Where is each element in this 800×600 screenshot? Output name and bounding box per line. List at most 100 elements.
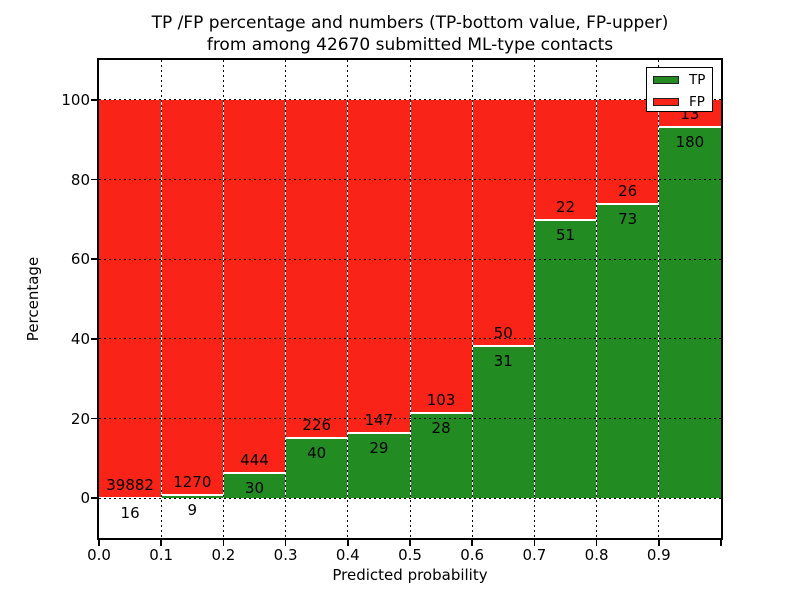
tp-count-label: 40 <box>307 444 327 463</box>
legend-tp-label: TP <box>689 72 706 88</box>
bar-tp-segment <box>161 495 224 499</box>
y-tick-label: 60 <box>70 250 90 269</box>
gridline-horizontal <box>99 497 721 499</box>
gridline-vertical <box>285 60 287 538</box>
x-tick-mark <box>471 540 473 546</box>
y-tick-label: 80 <box>70 170 90 189</box>
gridline-horizontal <box>99 258 721 260</box>
x-tick-mark <box>533 540 536 546</box>
x-tick-mark <box>98 540 100 546</box>
fp-count-label: 22 <box>555 197 576 216</box>
bar-fp-segment <box>99 99 162 498</box>
bar-fp-segment <box>534 99 597 220</box>
bar-fp-segment <box>347 99 410 433</box>
tp-count-label: 9 <box>187 501 198 520</box>
bar-fp-segment <box>285 99 348 439</box>
bar-segment-edge <box>534 218 597 221</box>
tp-count-label: 73 <box>618 210 638 229</box>
legend-entry-tp: TP <box>647 71 712 90</box>
x-tick-label: 0.7 <box>522 546 547 564</box>
bar-tp-segment <box>347 432 410 499</box>
y-tick-mark <box>91 417 97 420</box>
y-tick-mark <box>91 178 97 181</box>
legend-entry-fp: FP <box>647 92 712 111</box>
fp-count-label: 50 <box>493 323 513 342</box>
tp-count-label: 180 <box>675 132 705 151</box>
y-tick-mark <box>91 338 97 340</box>
chart-title-line1: TP /FP percentage and numbers (TP-bottom… <box>151 13 669 33</box>
y-tick-mark <box>91 497 97 499</box>
y-tick-label: 40 <box>70 329 90 348</box>
x-tick-mark <box>720 540 722 546</box>
fp-count-label: 147 <box>364 410 394 429</box>
x-tick-mark <box>160 540 162 546</box>
x-axis-label: Predicted probability <box>332 566 488 584</box>
x-tick-label: 0.6 <box>460 546 485 564</box>
x-tick-mark <box>284 540 287 546</box>
gridline-vertical <box>533 60 535 538</box>
x-tick-mark <box>595 540 598 546</box>
fp-count-label: 226 <box>302 416 331 435</box>
bar-segment-edge <box>410 412 473 415</box>
bar-segment-edge <box>596 203 659 206</box>
bar-segment-edge <box>223 471 286 474</box>
x-tick-label: 0.5 <box>398 546 422 564</box>
y-tick-mark <box>91 99 97 101</box>
y-tick-label: 0 <box>80 489 90 508</box>
bar-tp-segment <box>223 472 286 499</box>
bar-tp-segment <box>472 345 535 499</box>
y-tick-label: 20 <box>70 409 90 428</box>
x-tick-label: 0.0 <box>87 546 111 564</box>
x-tick-label: 0.3 <box>273 546 298 564</box>
gridline-vertical <box>409 60 411 538</box>
x-tick-label: 0.9 <box>646 546 671 564</box>
bar-tp-segment <box>534 219 597 499</box>
bar-segment-edge <box>472 344 535 347</box>
legend-fp-label: FP <box>689 93 705 110</box>
gridline-horizontal <box>99 179 721 180</box>
x-tick-mark <box>658 540 660 546</box>
gridline-vertical <box>471 60 473 538</box>
bar-fp-segment <box>410 99 473 414</box>
gridline-vertical <box>347 60 349 538</box>
gridline-vertical <box>658 60 660 538</box>
fp-count-label: 103 <box>426 391 456 410</box>
gridline-horizontal <box>99 99 721 101</box>
bar-fp-segment <box>472 99 535 346</box>
tp-count-label: 28 <box>431 419 451 438</box>
x-tick-mark <box>409 540 411 546</box>
tp-count-label: 16 <box>120 504 140 522</box>
x-tick-mark <box>222 540 225 546</box>
chart-title: TP /FP percentage and numbers (TP-bottom… <box>99 12 721 56</box>
gridline-vertical <box>222 60 224 538</box>
legend-tp-swatch <box>653 76 679 84</box>
bar-fp-segment <box>223 99 286 473</box>
gridline-horizontal <box>99 418 721 419</box>
fp-count-label: 26 <box>618 182 638 201</box>
bar-segment-edge <box>347 431 410 434</box>
y-axis-label: Percentage <box>24 256 42 342</box>
bar-tp-segment <box>596 204 659 499</box>
x-tick-label: 0.2 <box>211 546 236 564</box>
tp-count-label: 51 <box>555 225 576 244</box>
fp-count-label: 39882 <box>106 476 154 494</box>
y-tick-mark <box>91 258 97 260</box>
legend: TP FP <box>646 67 713 112</box>
tp-count-label: 30 <box>244 478 265 497</box>
bar-segment-edge <box>658 125 721 128</box>
bar-tp-segment <box>658 126 721 499</box>
gridline-vertical <box>160 60 162 538</box>
bar-segment-edge <box>161 494 224 497</box>
plot-frame <box>97 58 723 540</box>
bar-fp-segment <box>161 99 224 496</box>
legend-fp-swatch <box>653 97 679 106</box>
tp-count-label: 31 <box>493 351 513 370</box>
bar-tp-segment <box>285 438 348 499</box>
gridline-vertical <box>596 60 598 538</box>
fp-count-label: 444 <box>240 450 269 469</box>
fp-count-label: 1270 <box>173 473 212 492</box>
bar-segment-edge <box>285 437 348 440</box>
gridline-horizontal <box>99 338 721 340</box>
y-tick-label: 100 <box>61 90 90 109</box>
